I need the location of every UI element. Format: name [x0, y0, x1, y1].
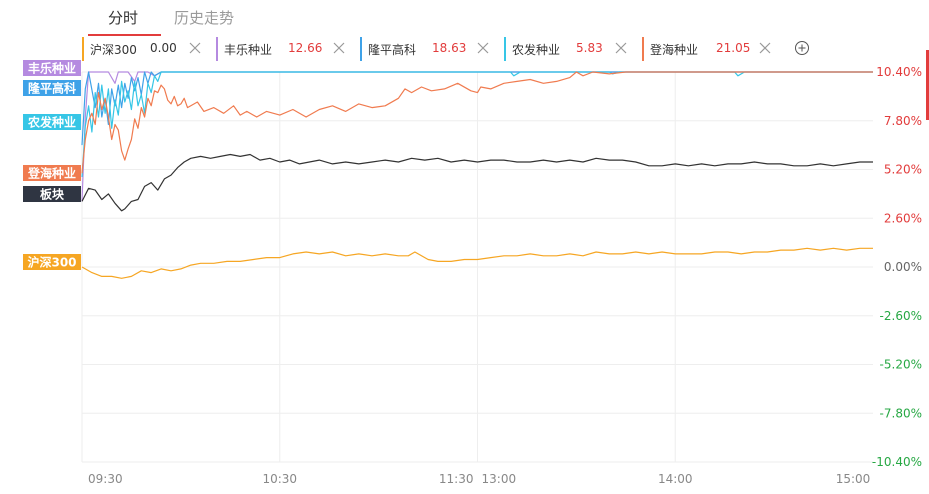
y-tick-label: -7.80%: [880, 406, 922, 420]
y-tick-label: -10.40%: [872, 455, 922, 469]
x-tick-label: 14:00: [658, 472, 693, 486]
series-line: [81, 247, 873, 279]
series-tag: 农发种业: [23, 114, 81, 130]
series-tag-label: 登海种业: [27, 166, 76, 181]
y-axis-ticks: 10.40% 7.80% 5.20% 2.60% 0.00% -2.60% -5.20% -7…: [872, 65, 922, 469]
series-tag-label: 农发种业: [27, 115, 76, 130]
legend-chip-name: 登海种业: [650, 43, 699, 57]
series-tag-bg: [23, 60, 81, 76]
x-tick-label: 10:30: [262, 472, 297, 486]
series-tag-bg: [23, 114, 81, 130]
x-tick-label: 15:00: [836, 472, 871, 486]
comparison-legend: 沪深300 0.00 丰乐种业 12.66 隆平高科 18.63 农发种业 5.…: [82, 37, 822, 61]
legend-chip-longping[interactable]: 隆平高科 18.63: [360, 37, 495, 61]
y-tick-label: 0.00%: [884, 260, 922, 274]
legend-chip-nongfa[interactable]: 农发种业 5.83: [504, 37, 634, 61]
series-tag: 板块: [23, 186, 81, 202]
series-tag-label: 沪深300: [27, 255, 76, 270]
series-tag-label: 丰乐种业: [28, 61, 76, 76]
series-tag-bg: [23, 186, 81, 202]
legend-chip-name: 沪深300: [90, 43, 137, 57]
x-axis-ticks: 09:30 10:30 11:30 13:00 14:00 15:00: [88, 472, 870, 486]
close-icon[interactable]: [612, 38, 630, 58]
series-tag: 沪深300: [23, 254, 81, 270]
series-line: [81, 153, 873, 212]
legend-chip-value: 12.66: [288, 41, 323, 55]
legend-chip-name: 丰乐种业: [224, 43, 273, 57]
tab-intraday[interactable]: 分时: [108, 9, 139, 27]
series-line: [81, 71, 873, 178]
series-lines: [81, 71, 873, 279]
series-tag-label: 板块: [40, 187, 65, 202]
close-icon[interactable]: [756, 38, 774, 58]
series-tag: 隆平高科: [23, 80, 81, 96]
tab-history[interactable]: 历史走势: [174, 9, 235, 27]
y-tick-label: 7.80%: [884, 114, 922, 128]
active-tab-indicator: [88, 34, 161, 36]
legend-chip-value: 21.05: [716, 41, 751, 55]
x-tick-label: 11:30: [439, 472, 474, 486]
series-tag-label: 隆平高科: [28, 81, 76, 96]
plus-circle-icon[interactable]: [794, 40, 810, 56]
tab-bar: 分时 历史走势: [0, 0, 929, 34]
series-line: [81, 71, 873, 174]
y-tick-label: -2.60%: [880, 309, 922, 323]
y-tick-label: -5.20%: [880, 358, 922, 372]
legend-chip-hs300[interactable]: 沪深300 0.00: [82, 37, 207, 61]
legend-chip-denghai[interactable]: 登海种业 21.05: [642, 37, 777, 61]
series-tag-bg: [23, 254, 81, 270]
scroll-indicator: [926, 50, 929, 120]
legend-chip-name: 隆平高科: [368, 43, 417, 57]
series-tag-bg: [23, 165, 81, 181]
x-tick-label: 09:30: [88, 472, 123, 486]
legend-chip-fengle[interactable]: 丰乐种业 12.66: [216, 37, 351, 61]
series-tag: 丰乐种业: [23, 60, 81, 76]
y-tick-label: 2.60%: [884, 211, 922, 225]
series-tag: 登海种业: [23, 165, 81, 181]
legend-chip-name: 农发种业: [512, 43, 561, 57]
close-icon[interactable]: [330, 38, 348, 58]
legend-chip-value: 5.83: [576, 41, 603, 55]
close-icon[interactable]: [186, 38, 204, 58]
legend-chip-value: 18.63: [432, 41, 467, 55]
series-tag-bg: [23, 80, 81, 96]
y-tick-label: 10.40%: [876, 65, 922, 79]
close-icon[interactable]: [474, 38, 492, 58]
grid: [81, 71, 873, 463]
legend-chip-value: 0.00: [150, 41, 177, 55]
y-tick-label: 5.20%: [884, 163, 922, 177]
x-tick-label: 13:00: [482, 472, 517, 486]
